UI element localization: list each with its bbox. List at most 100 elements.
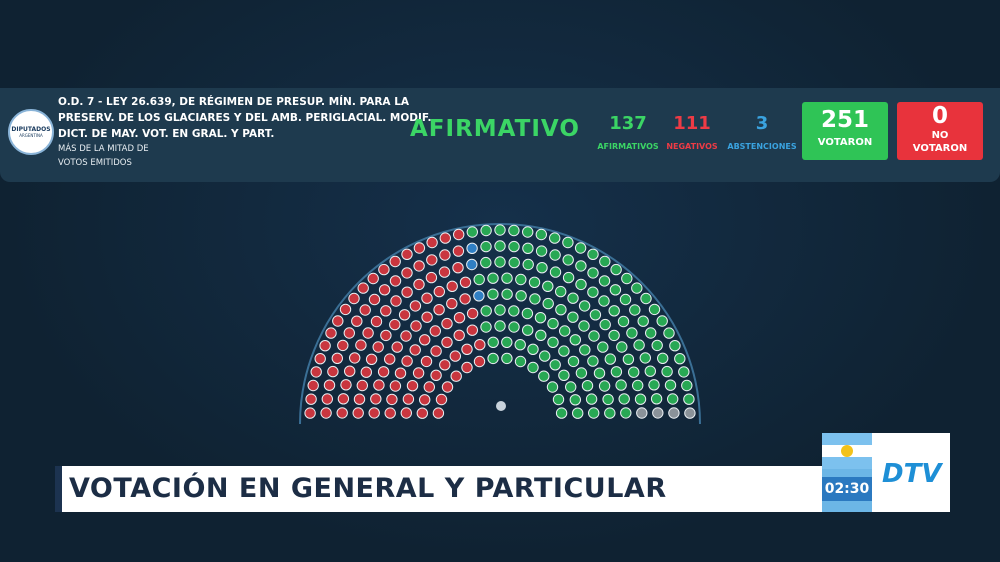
seat bbox=[618, 393, 630, 405]
seat bbox=[400, 330, 412, 342]
seat bbox=[599, 318, 611, 331]
seat bbox=[439, 249, 451, 261]
seat bbox=[459, 276, 472, 288]
seat bbox=[515, 290, 527, 302]
seat bbox=[441, 336, 453, 348]
seat bbox=[663, 327, 675, 339]
seat bbox=[597, 341, 609, 353]
seat bbox=[628, 366, 640, 378]
result: AFIRMATIVO bbox=[410, 116, 580, 142]
seat bbox=[668, 407, 680, 419]
seat bbox=[534, 312, 547, 324]
seat bbox=[480, 224, 492, 237]
seat bbox=[390, 295, 402, 307]
seat bbox=[474, 339, 486, 351]
seat bbox=[622, 353, 635, 365]
seat bbox=[639, 352, 651, 364]
seat bbox=[522, 226, 534, 238]
seat bbox=[578, 300, 591, 312]
seat bbox=[348, 292, 360, 305]
seat bbox=[650, 393, 663, 405]
seat bbox=[473, 273, 485, 286]
seat bbox=[372, 341, 384, 353]
seat bbox=[585, 393, 598, 405]
channel-logo: DTV bbox=[882, 459, 942, 489]
seat bbox=[575, 278, 587, 291]
seat bbox=[508, 240, 520, 253]
seat bbox=[494, 240, 506, 252]
seat bbox=[539, 350, 551, 362]
seat bbox=[356, 379, 368, 392]
headline: VOTACIÓN EN GENERAL Y PARTICULAR bbox=[69, 473, 667, 504]
count-negative: 111 NEGATIVOS bbox=[654, 113, 730, 151]
seat bbox=[578, 320, 590, 332]
seat bbox=[384, 407, 396, 419]
seat bbox=[527, 361, 539, 374]
seat bbox=[558, 345, 570, 357]
seat bbox=[337, 393, 350, 405]
seat bbox=[674, 353, 686, 365]
logo-text: DIPUTADOS bbox=[11, 126, 51, 133]
seat bbox=[400, 407, 412, 419]
title-line: PRESERV. DE LOS GLACIARES Y DEL AMB. PER… bbox=[58, 112, 432, 124]
seat bbox=[547, 317, 559, 330]
seat bbox=[319, 340, 331, 352]
seat bbox=[413, 278, 425, 291]
seat bbox=[494, 224, 506, 236]
seat bbox=[487, 336, 499, 348]
seat bbox=[466, 242, 478, 255]
seat bbox=[466, 258, 478, 271]
count-value: 3 bbox=[755, 113, 769, 134]
lower-third: VOTACIÓN EN GENERAL Y PARTICULAR bbox=[55, 466, 822, 512]
seat bbox=[413, 260, 425, 272]
seat bbox=[587, 286, 599, 298]
seat bbox=[598, 295, 610, 307]
seat bbox=[429, 325, 441, 337]
seat bbox=[587, 355, 599, 367]
seat bbox=[370, 315, 383, 328]
seat bbox=[549, 249, 561, 261]
seat bbox=[549, 232, 561, 244]
seat bbox=[501, 272, 513, 284]
seat bbox=[535, 245, 548, 257]
seat bbox=[398, 309, 411, 321]
majority-line: VOTOS EMITIDOS bbox=[58, 158, 132, 168]
seat bbox=[352, 407, 364, 419]
seat bbox=[304, 407, 316, 419]
seat bbox=[648, 303, 661, 316]
seat bbox=[394, 367, 407, 379]
seat bbox=[452, 262, 464, 274]
title-line: DICT. DE MAY. VOT. EN GRAL. Y PART. bbox=[58, 128, 275, 140]
seat bbox=[449, 350, 461, 362]
seat bbox=[621, 272, 633, 285]
seat bbox=[522, 242, 534, 255]
seat bbox=[473, 290, 485, 302]
seat bbox=[421, 292, 433, 304]
seat bbox=[598, 380, 611, 392]
seat bbox=[351, 315, 363, 327]
seat bbox=[569, 334, 581, 346]
seat bbox=[368, 293, 381, 306]
seat bbox=[410, 320, 422, 332]
seat bbox=[547, 336, 559, 348]
hemicycle bbox=[299, 223, 701, 425]
seat bbox=[522, 324, 534, 336]
seat bbox=[401, 355, 413, 367]
seat bbox=[321, 393, 333, 405]
seat bbox=[633, 339, 645, 351]
seat bbox=[599, 255, 611, 268]
seat bbox=[536, 262, 548, 274]
seat bbox=[514, 355, 527, 368]
seat bbox=[562, 254, 574, 266]
seat bbox=[378, 284, 391, 296]
not-voted-label: VOTARON bbox=[912, 143, 968, 154]
seat bbox=[402, 393, 415, 405]
seat bbox=[567, 355, 580, 368]
seat bbox=[466, 324, 478, 336]
seat bbox=[433, 304, 445, 316]
seat bbox=[450, 370, 462, 382]
seat bbox=[494, 256, 506, 268]
seat bbox=[380, 305, 392, 317]
title-line: O.D. 7 - LEY 26.639, DE RÉGIMEN DE PRESU… bbox=[58, 96, 410, 108]
seat bbox=[331, 352, 343, 364]
